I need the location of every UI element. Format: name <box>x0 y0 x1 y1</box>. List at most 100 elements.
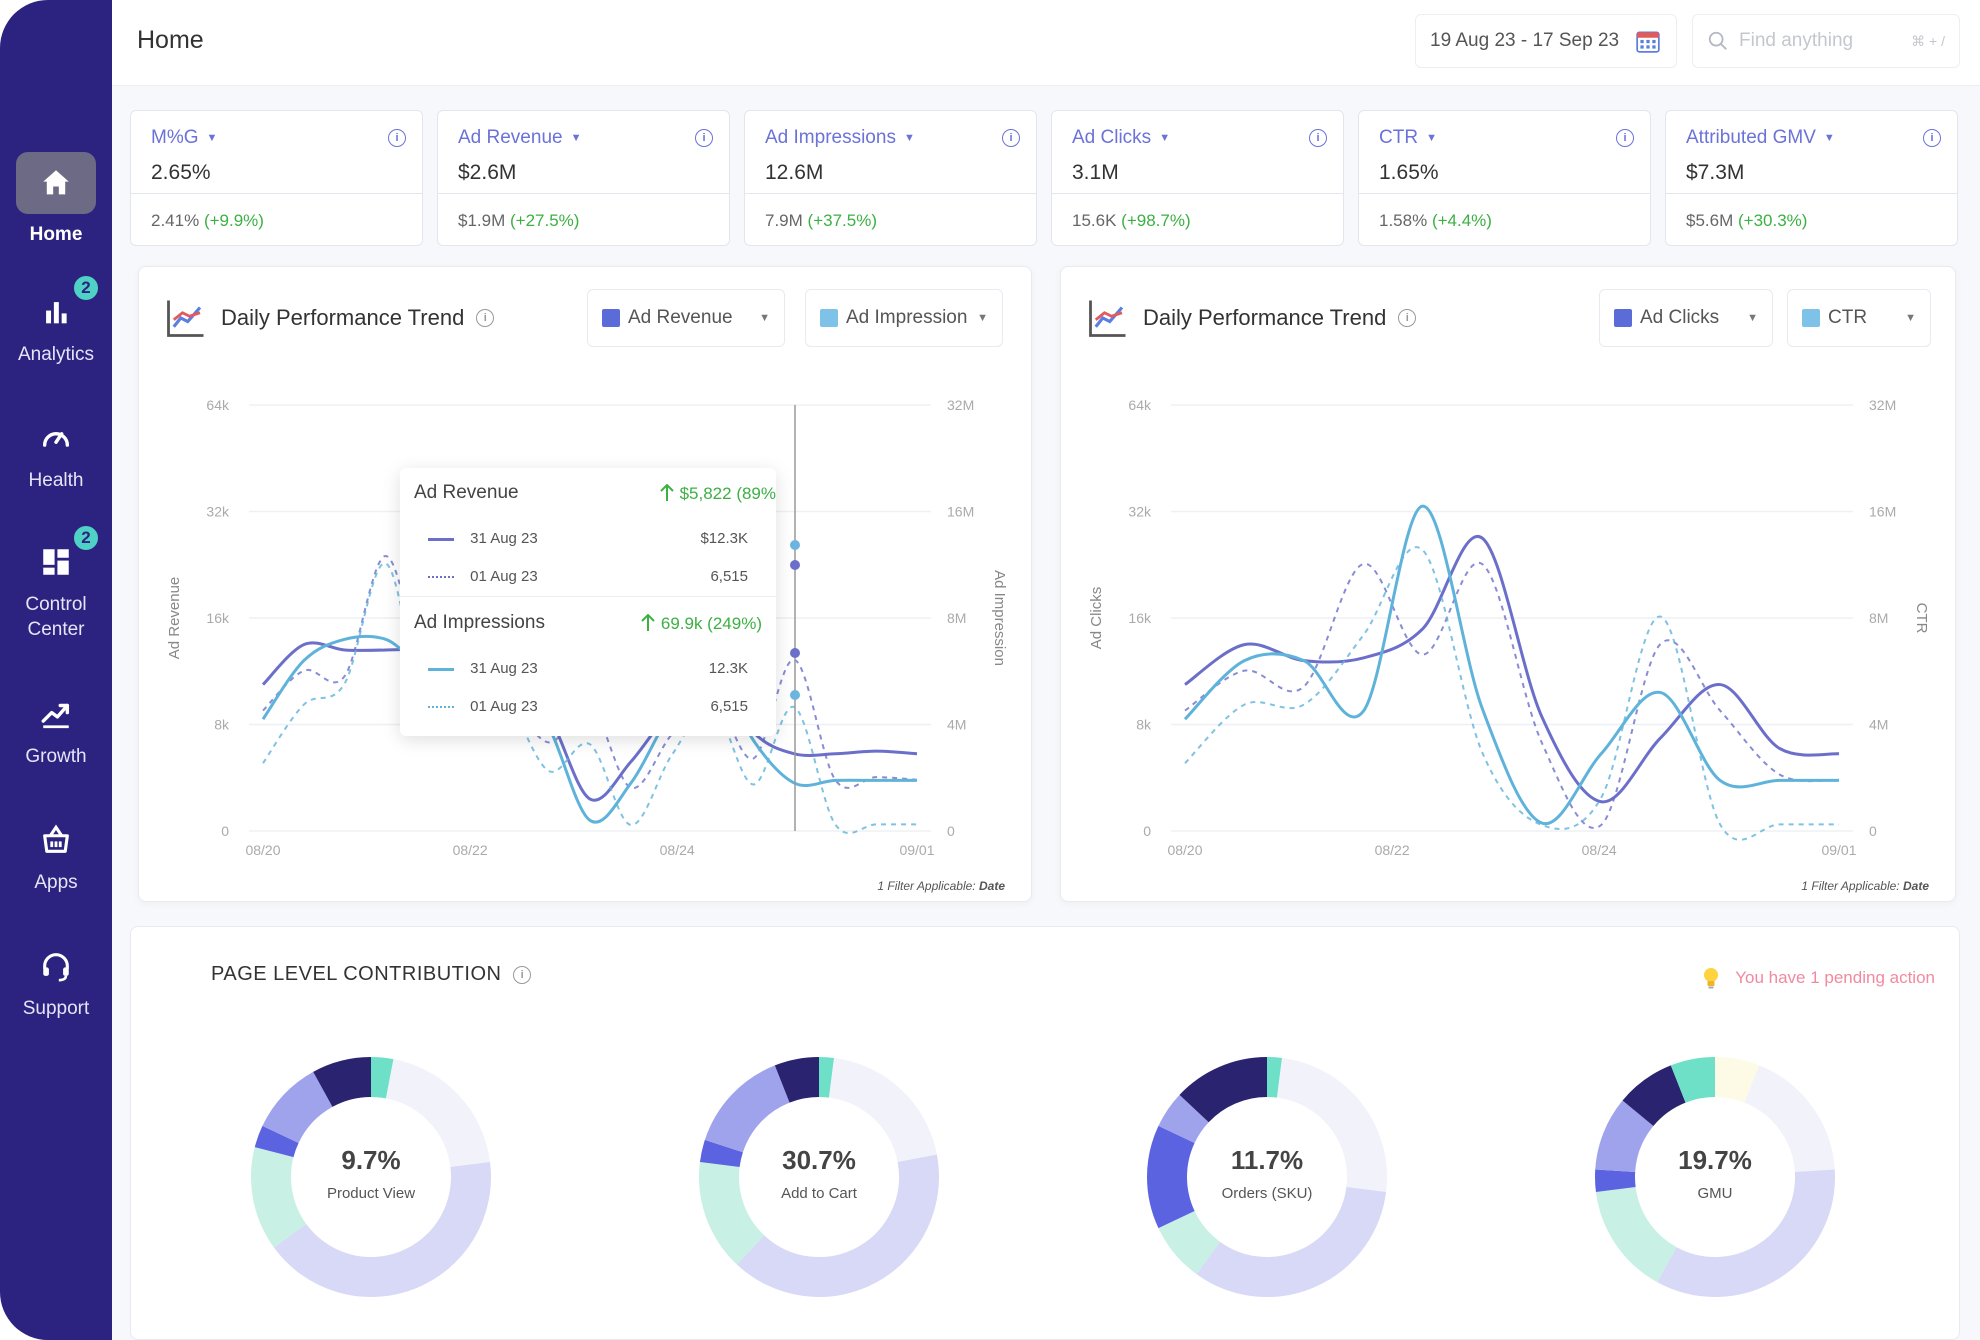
info-icon[interactable]: i <box>1398 309 1417 327</box>
notification-badge: 2 <box>72 524 100 552</box>
series-line-ad-clicks <box>1184 534 1840 804</box>
y-tick-label: 8k <box>1136 717 1152 733</box>
kpi-card[interactable]: CTR ▼ i 1.65% 1.58% (+4.4%) <box>1358 110 1651 246</box>
donut-product-view[interactable]: 9.7% Product View <box>251 1057 491 1297</box>
kpi-delta: (+9.9%) <box>203 211 264 230</box>
section-title: PAGE LEVEL CONTRIBUTION i <box>211 963 532 986</box>
tooltip-title: Ad Impressions <box>414 612 545 633</box>
legend-swatch <box>602 309 620 327</box>
donut-segment <box>699 1161 765 1265</box>
sidebar-item-support[interactable]: Support <box>0 944 112 1021</box>
y2-tick-label: 8M <box>1869 610 1888 626</box>
hover-point <box>790 690 800 700</box>
tooltip-value: 6,515 <box>710 568 748 585</box>
kpi-delta: (+98.7%) <box>1121 211 1191 230</box>
y-tick-label: 0 <box>221 823 229 839</box>
donut-orders-sku[interactable]: 11.7% Orders (SKU) <box>1147 1057 1387 1297</box>
kpi-previous: 1.58% (+4.4%) <box>1379 211 1492 231</box>
pending-action-link[interactable]: You have 1 pending action <box>1699 965 1935 991</box>
kpi-value: 3.1M <box>1072 161 1119 184</box>
donut-segment <box>704 1065 791 1153</box>
kpi-metric-select[interactable]: Ad Revenue ▼ <box>458 127 581 149</box>
kpi-previous: $1.9M (+27.5%) <box>458 211 579 231</box>
chart-tooltip: Ad Revenue $5,822 (89% 31 Aug 23 $12.3K … <box>400 468 776 736</box>
line-solid-swatch <box>428 537 454 541</box>
info-icon[interactable]: i <box>1309 129 1327 147</box>
kpi-metric-select[interactable]: Attributed GMV ▼ <box>1686 127 1835 149</box>
metric-select-ad-revenue[interactable]: Ad Revenue ▼ <box>587 289 785 347</box>
kpi-delta: (+30.3%) <box>1737 211 1808 230</box>
y-tick-label: 32k <box>1128 504 1152 520</box>
info-icon[interactable]: i <box>1616 129 1634 147</box>
chevron-down-icon: ▼ <box>1159 132 1171 144</box>
kpi-metric-select[interactable]: CTR ▼ <box>1379 127 1437 149</box>
tooltip-value: 6,515 <box>710 698 748 715</box>
series-line-ctr <box>1183 504 1839 826</box>
x-tick-label: 08/24 <box>660 842 695 858</box>
chevron-down-icon: ▼ <box>206 132 218 144</box>
sidebar: Home 2 Analytics Health 2 Control Center… <box>0 0 112 1340</box>
y2-tick-label: 16M <box>947 504 974 520</box>
date-range-picker[interactable]: 19 Aug 23 - 17 Sep 23 <box>1415 14 1677 68</box>
donut-add-to-cart[interactable]: 30.7% Add to Cart <box>699 1057 939 1297</box>
info-icon[interactable]: i <box>695 129 713 147</box>
page-level-contribution-panel: PAGE LEVEL CONTRIBUTION i You have 1 pen… <box>130 926 1960 1340</box>
info-icon[interactable]: i <box>388 129 406 147</box>
search-box[interactable]: ⌘ + / <box>1692 14 1960 68</box>
donut-segment <box>818 1057 835 1098</box>
kpi-card[interactable]: Ad Clicks ▼ i 3.1M 15.6K (+98.7%) <box>1051 110 1344 246</box>
kpi-card[interactable]: Ad Impressions ▼ i 12.6M 7.9M (+37.5%) <box>744 110 1037 246</box>
donut-segment <box>262 1071 334 1144</box>
donut-label: Product View <box>326 1185 416 1202</box>
legend-swatch <box>820 309 838 327</box>
metric-select-ad-impression[interactable]: Ad Impression ▼ <box>805 289 1003 347</box>
y-tick-label: 32k <box>206 504 230 520</box>
line-chart[interactable]: 64k 32k 16k 8k 0 32M 16M 8M 4M 0 08/20 08/22 08/24 09… <box>1061 267 1957 903</box>
chevron-down-icon: ▼ <box>759 312 770 324</box>
y2-tick-label: 4M <box>947 717 966 733</box>
donut-chart <box>699 1057 939 1297</box>
donut-gmu[interactable]: 19.7% GMU <box>1595 1057 1835 1297</box>
sidebar-item-home[interactable]: Home <box>0 152 112 247</box>
metric-label: Ad Clicks <box>1640 307 1720 328</box>
sidebar-item-health[interactable]: Health <box>0 416 112 493</box>
tooltip-date: 31 Aug 23 <box>470 660 538 677</box>
kpi-card[interactable]: M%G ▼ i 2.65% 2.41% (+9.9%) <box>130 110 423 246</box>
info-icon[interactable]: i <box>476 309 495 327</box>
y-axis-title: Ad Clicks <box>1088 587 1105 650</box>
y2-tick-label: 4M <box>1869 717 1888 733</box>
search-icon <box>1708 31 1727 50</box>
kpi-value: $2.6M <box>458 161 517 184</box>
search-input[interactable] <box>1739 30 1899 52</box>
divider <box>745 193 1036 194</box>
metric-select-ad-clicks[interactable]: Ad Clicks ▼ <box>1599 289 1773 347</box>
sidebar-item-apps[interactable]: Apps <box>0 818 112 895</box>
sidebar-item-analytics[interactable]: 2 Analytics <box>0 274 112 367</box>
y2-tick-label: 32M <box>1869 397 1896 413</box>
kpi-card[interactable]: Ad Revenue ▼ i $2.6M $1.9M (+27.5%) <box>437 110 730 246</box>
metric-select-ctr[interactable]: CTR ▼ <box>1787 289 1931 347</box>
y-tick-label: 16k <box>1128 610 1152 626</box>
y2-tick-label: 32M <box>947 397 974 413</box>
info-icon[interactable]: i <box>1923 129 1941 147</box>
sidebar-item-control-center[interactable]: 2 Control Center <box>0 524 112 642</box>
kpi-previous: 7.9M (+37.5%) <box>765 211 877 231</box>
y2-tick-label: 16M <box>1869 504 1896 520</box>
donut-segment <box>385 1059 491 1168</box>
y-tick-label: 64k <box>1128 397 1152 413</box>
kpi-metric-select[interactable]: Ad Clicks ▼ <box>1072 127 1170 149</box>
kpi-card[interactable]: Attributed GMV ▼ i $7.3M $5.6M (+30.3%) <box>1665 110 1958 246</box>
kpi-metric-select[interactable]: M%G ▼ <box>151 127 217 149</box>
y-tick-label: 0 <box>1143 823 1151 839</box>
donut-segment <box>1595 1100 1654 1173</box>
donut-segment <box>736 1154 939 1297</box>
info-icon[interactable]: i <box>513 965 532 984</box>
x-tick-label: 08/22 <box>1375 842 1410 858</box>
y-tick-label: 16k <box>206 610 230 626</box>
kpi-metric-select[interactable]: Ad Impressions ▼ <box>765 127 915 149</box>
calendar-icon <box>1636 31 1660 53</box>
series-line-previous <box>262 554 918 789</box>
sidebar-item-growth[interactable]: Growth <box>0 692 112 769</box>
info-icon[interactable]: i <box>1002 129 1020 147</box>
y2-axis-title: Ad Impression <box>991 570 1008 666</box>
